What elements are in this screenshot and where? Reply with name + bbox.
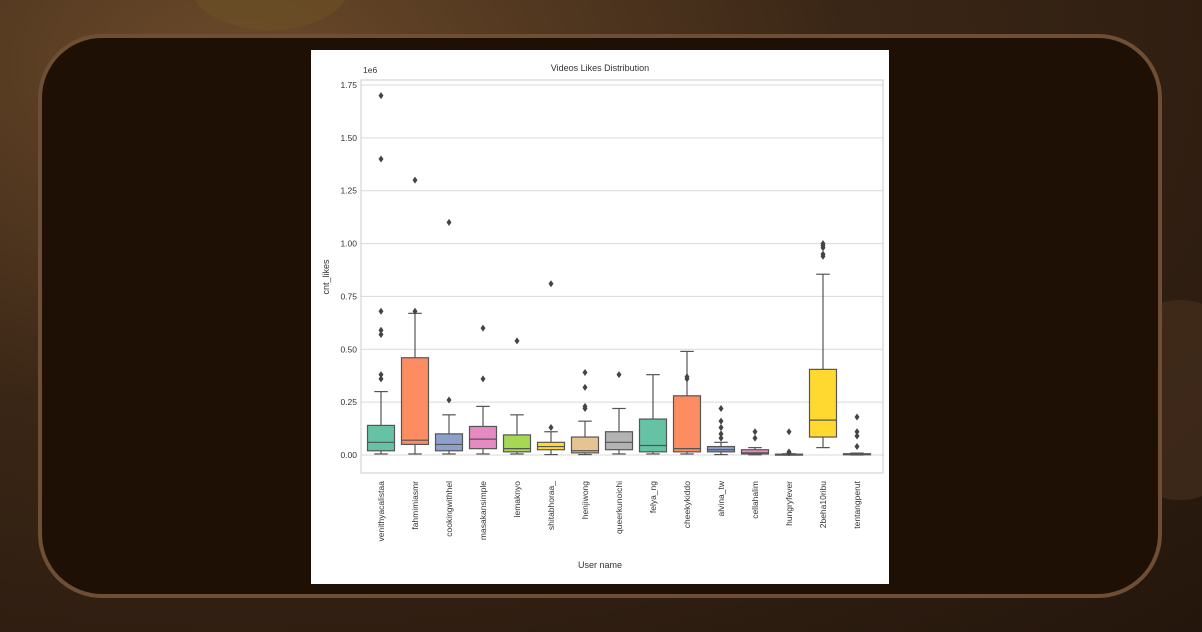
outlier-point [718, 430, 724, 438]
outlier-point [378, 326, 384, 334]
outlier-point [718, 424, 724, 432]
outlier-point [582, 383, 588, 391]
y-tick-label: 0.75 [340, 291, 357, 301]
outlier-point [684, 373, 690, 381]
x-tick-label: cellahalim [750, 481, 760, 519]
iqr-box [638, 418, 668, 453]
outlier-point [582, 369, 588, 377]
x-tick-label: hungryfever [784, 481, 794, 526]
outlier-point [378, 307, 384, 315]
box-2beha10ribu [808, 240, 838, 449]
box-alvina_tw [706, 404, 736, 456]
x-tick-label: cookingwithhel [444, 481, 454, 537]
outlier-point [820, 240, 826, 248]
iqr-box [570, 436, 600, 454]
outlier-point [548, 280, 554, 288]
x-tick-label: 2beha10ribu [818, 481, 828, 529]
x-tick-label: felya_ng [648, 481, 658, 513]
box-henjiwong [570, 369, 600, 456]
iqr-box [502, 434, 532, 453]
plot-frame [360, 79, 884, 474]
y-tick-label: 0.25 [340, 397, 357, 407]
y-tick-label: 0.00 [340, 450, 357, 460]
background-plate-top [190, 0, 350, 30]
x-tick-label: fahmimiasmr [410, 481, 420, 530]
y-tick-label: 1.00 [340, 239, 357, 249]
outlier-point [718, 434, 724, 442]
outlier-point [616, 371, 622, 379]
outlier-point [480, 375, 486, 383]
y-tick-label: 1.25 [340, 186, 357, 196]
chart-title: Videos Likes Distribution [551, 63, 649, 73]
x-tick-label: venithyacalistaa [376, 481, 386, 542]
box-layer [366, 92, 872, 457]
outlier-point [548, 424, 554, 432]
box-hungryfever [774, 428, 804, 457]
outlier-point [514, 337, 520, 345]
y-tick-label: 1.50 [340, 133, 357, 143]
x-tick-label: tentangperut [852, 480, 862, 528]
x-tick-label: masakansimple [478, 481, 488, 540]
box-masakansimple [468, 324, 498, 455]
outlier-point [446, 396, 452, 404]
outlier-point [378, 371, 384, 379]
box-cookingwithhel [434, 218, 464, 455]
boxplot-chart: 0.00 0.25 0.50 0.75 1.00 1.25 1.50 1.75 venithy… [321, 63, 884, 570]
outlier-point [412, 176, 418, 184]
box-lemaknyo [502, 337, 532, 455]
box-queerkunoichi [604, 371, 634, 455]
outlier-point [786, 428, 792, 436]
iqr-box [400, 357, 430, 446]
outlier-point [752, 434, 758, 442]
outlier-point [446, 218, 452, 226]
grid-layer [361, 84, 883, 456]
iqr-box [672, 395, 702, 453]
outlier-point [412, 307, 418, 315]
box-venithyacalistaa [366, 92, 396, 455]
x-tick-label: lemaknyo [512, 481, 522, 518]
outlier-point [718, 417, 724, 425]
y-tick-label: 0.50 [340, 344, 357, 354]
iqr-box [366, 424, 396, 452]
iqr-box [604, 431, 634, 451]
outlier-point [854, 432, 860, 440]
x-tick-label: alvina_tw [716, 480, 726, 516]
x-tick-label: queerkunoichi [614, 481, 624, 534]
outlier-point [378, 92, 384, 100]
iqr-box [434, 433, 464, 452]
box-shitabhoraa_ [536, 280, 566, 456]
outlier-point [752, 428, 758, 436]
outlier-point [718, 404, 724, 412]
iqr-box [808, 368, 838, 438]
iqr-box [740, 449, 770, 455]
outlier-point [378, 330, 384, 338]
outlier-point [480, 324, 486, 332]
outlier-point [582, 402, 588, 410]
iqr-box [468, 425, 498, 450]
outlier-point [854, 413, 860, 421]
box-felya_ng [638, 374, 668, 455]
outlier-point [854, 428, 860, 436]
box-cheekykiddo [672, 350, 702, 455]
x-tick-label: shitabhoraa_ [546, 481, 556, 530]
outlier-point [854, 443, 860, 451]
outlier-point [820, 250, 826, 258]
outlier-point [378, 375, 384, 383]
outlier-point [378, 155, 384, 163]
y-tick-label: 1.75 [340, 80, 357, 90]
box-cellahalim [740, 428, 770, 456]
y-axis-label: cnt_likes [321, 259, 331, 295]
y-offset-label: 1e6 [363, 65, 377, 75]
outlier-point [786, 448, 792, 456]
chart-card: 0.00 0.25 0.50 0.75 1.00 1.25 1.50 1.75 venithy… [311, 50, 889, 584]
x-tick-labels: venithyacalistaa fahmimiasmr cookingwithhe… [376, 480, 862, 541]
y-tick-labels: 0.00 0.25 0.50 0.75 1.00 1.25 1.50 1.75 [340, 80, 357, 460]
x-axis-label: User name [578, 560, 622, 570]
x-tick-label: henjiwong [580, 481, 590, 520]
x-tick-label: cheekykiddo [682, 481, 692, 529]
box-tentangperut [842, 413, 872, 456]
box-fahmimiasmr [400, 176, 430, 455]
